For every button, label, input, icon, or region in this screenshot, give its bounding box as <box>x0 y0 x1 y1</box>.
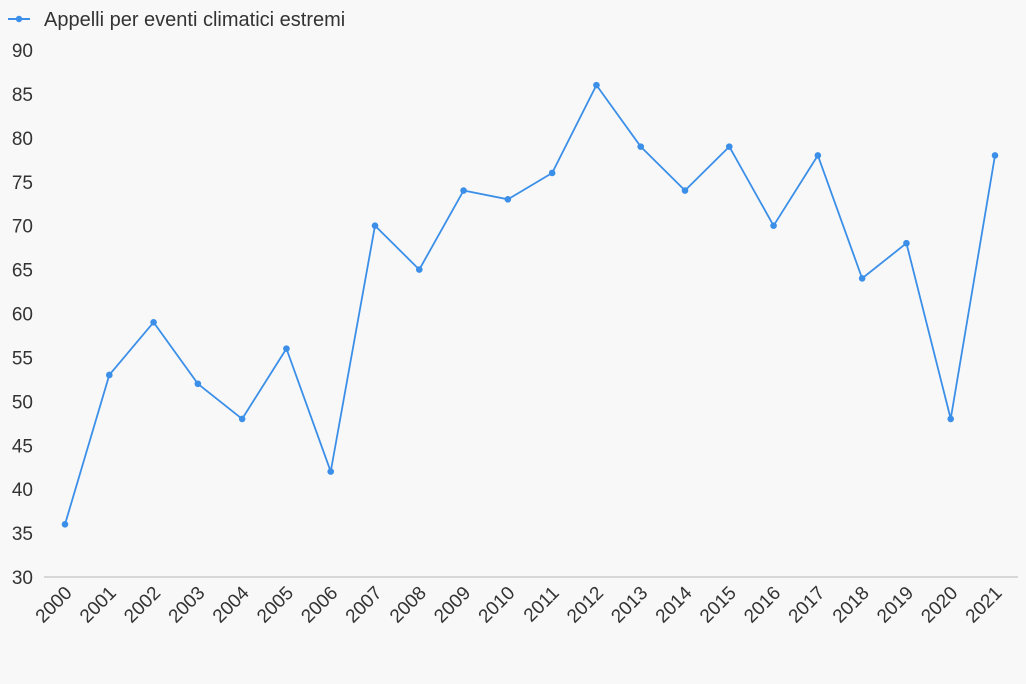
data-point[interactable] <box>327 468 335 475</box>
data-point[interactable] <box>194 380 202 388</box>
x-tick-label: 2018 <box>829 583 874 628</box>
y-tick-label: 50 <box>12 392 33 413</box>
data-point[interactable] <box>903 239 910 247</box>
data-point[interactable] <box>814 152 822 159</box>
y-tick-label: 85 <box>12 85 33 106</box>
y-tick-label: 65 <box>12 261 33 282</box>
y-tick-label: 55 <box>12 348 33 369</box>
x-tick-label: 2013 <box>608 583 653 628</box>
data-point[interactable] <box>858 275 866 282</box>
x-tick-label: 2009 <box>430 583 475 628</box>
data-point[interactable] <box>725 143 733 150</box>
x-tick-label: 2014 <box>652 582 697 627</box>
y-tick-label: 75 <box>12 173 33 194</box>
legend: Appelli per eventi climatici estremi <box>8 9 345 31</box>
data-point[interactable] <box>991 152 999 159</box>
x-tick-label: 2020 <box>918 583 963 628</box>
legend-point-marker <box>15 15 23 23</box>
y-tick-label: 70 <box>12 217 33 238</box>
plot-area <box>61 81 999 528</box>
x-tick-label: 2006 <box>298 583 343 628</box>
x-tick-label: 2015 <box>696 583 741 628</box>
x-tick-label: 2007 <box>342 583 387 628</box>
data-point[interactable] <box>371 222 379 229</box>
y-tick-label: 90 <box>12 41 33 62</box>
data-point[interactable] <box>548 169 556 177</box>
y-tick-label: 30 <box>12 568 33 589</box>
data-point[interactable] <box>150 318 157 326</box>
x-tick-label: 2000 <box>32 583 77 628</box>
x-tick-label: 2017 <box>785 583 830 628</box>
data-point[interactable] <box>61 521 69 528</box>
x-tick-label: 2005 <box>253 583 298 628</box>
data-point[interactable] <box>283 345 290 352</box>
y-axis: 30 35 40 45 50 55 60 65 70 75 80 85 90 <box>12 41 33 589</box>
y-tick-label: 40 <box>12 480 33 501</box>
x-tick-label: 2001 <box>76 583 121 628</box>
data-point[interactable] <box>593 81 600 89</box>
x-tick-label: 2011 <box>520 583 564 627</box>
series-line <box>64 84 996 525</box>
x-tick-label: 2008 <box>386 583 431 628</box>
x-tick-label: 2021 <box>962 583 1007 628</box>
y-tick-label: 60 <box>12 305 33 326</box>
data-point[interactable] <box>681 187 689 194</box>
x-tick-label: 2004 <box>209 582 254 627</box>
x-axis: 2000 2001 2002 2003 2004 2005 2006 2007 2008 2009… <box>32 576 1018 628</box>
x-tick-label: 2016 <box>740 583 785 628</box>
y-tick-label: 45 <box>12 436 33 457</box>
data-point[interactable] <box>415 266 423 273</box>
data-point[interactable] <box>105 371 113 379</box>
data-point[interactable] <box>460 187 467 194</box>
legend-label: Appelli per eventi climatici estremi <box>44 9 345 31</box>
x-tick-label: 2010 <box>475 583 520 628</box>
y-tick-label: 35 <box>12 524 33 545</box>
data-point[interactable] <box>238 415 246 423</box>
y-tick-label: 80 <box>12 129 33 150</box>
x-tick-label: 2003 <box>165 583 210 628</box>
x-tick-label: 2012 <box>563 583 608 628</box>
data-point[interactable] <box>770 222 777 229</box>
data-point[interactable] <box>504 196 512 203</box>
data-point[interactable] <box>947 415 955 423</box>
x-tick-label: 2002 <box>120 583 165 628</box>
x-tick-label: 2019 <box>873 583 918 628</box>
data-point[interactable] <box>637 143 645 150</box>
